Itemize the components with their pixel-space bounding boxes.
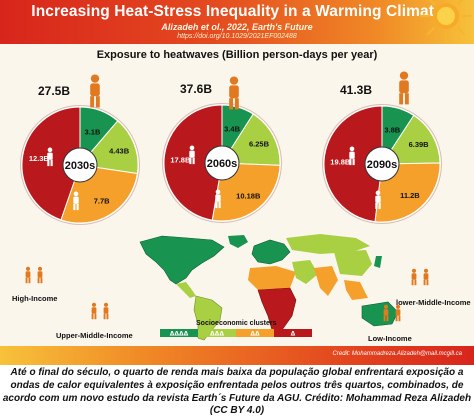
central-america <box>176 282 196 298</box>
pie-value-label: 3.1B <box>85 127 101 136</box>
pie-slice-2090s-upper-middle-income <box>381 114 441 165</box>
infographic-poster: Increasing Heat-Stress Inequality in a W… <box>0 0 474 365</box>
pie-total-label: 27.5B <box>38 84 70 98</box>
pie-rim <box>322 104 442 224</box>
pie-center-disc <box>62 147 98 183</box>
world-map: ᐃᐃᐃᐃ ᐃᐃᐃ ᐃᐃ ᐃ <box>139 234 399 341</box>
pie-rim <box>20 105 140 225</box>
map-legend: ᐃᐃᐃᐃ ᐃᐃᐃ ᐃᐃ ᐃ <box>160 329 312 338</box>
page-title: Increasing Heat-Stress Inequality in a W… <box>31 3 443 20</box>
pie-value-label: 19.8B <box>330 157 351 166</box>
group-label-upper-middle-income: Upper-Middle-Income <box>56 331 133 340</box>
group-person-icon <box>25 266 31 284</box>
australia <box>361 301 399 327</box>
group-person-icon <box>383 304 389 322</box>
low-income-person-icon <box>73 191 79 211</box>
citation: Alizadeh et ol., 2022, Earth's Future <box>161 22 313 32</box>
pie-period-label: 2060s <box>207 158 238 170</box>
group-person-icon <box>91 302 97 320</box>
high-income-person-icon <box>349 146 355 166</box>
greenland <box>228 235 248 248</box>
title-banner: Increasing Heat-Stress Inequality in a W… <box>0 0 474 44</box>
pie-total-label: 37.6B <box>180 82 212 96</box>
group-label-low-income: Low-Income <box>368 334 412 343</box>
north-america <box>139 235 225 285</box>
pie-value-label: 6.39B <box>409 140 430 149</box>
pie-value-label: 4.43B <box>109 146 130 155</box>
pie-value-label: 3.8B <box>384 126 400 135</box>
overheated-person-icon <box>399 71 409 105</box>
russia <box>286 234 370 254</box>
legend-entry-label: ᐃᐃ <box>250 331 260 338</box>
pie-center-disc <box>364 146 400 182</box>
pie-value-label: 17.8B <box>170 155 191 164</box>
high-income-person-icon <box>189 145 195 165</box>
low-income-person-icon <box>215 189 221 209</box>
footer-banner: Credit: Mohammadreza.Alizadeh@mail.mcgil… <box>0 346 474 365</box>
pie-value-label: 10.18B <box>236 191 261 200</box>
people-figures <box>25 71 429 322</box>
north-africa <box>248 266 296 290</box>
pie-value-label: 12.3B <box>29 154 50 163</box>
south-asia <box>314 266 338 296</box>
group-person-icon <box>37 266 43 284</box>
japan <box>374 256 382 268</box>
pie-value-label: 7.7B <box>94 197 110 206</box>
group-label-lower-middle-income: lower-Middle-Income <box>396 298 471 307</box>
legend-entry-label: ᐃ <box>291 331 296 338</box>
china <box>334 250 372 276</box>
group-person-icon <box>395 304 401 322</box>
low-income-person-icon <box>375 190 381 210</box>
pie-total-label: 41.3B <box>340 83 372 97</box>
legend-swatch <box>236 329 274 337</box>
pie-center-disc <box>204 145 240 181</box>
pie-slice-2060s-upper-middle-income <box>221 113 281 166</box>
overheated-person-icon <box>90 74 100 108</box>
pie-value-label: 11.2B <box>400 191 420 200</box>
group-person-icon <box>411 268 417 286</box>
chart-title: Exposure to heatwaves (Billion person-da… <box>96 49 378 61</box>
sun-icon <box>419 0 473 43</box>
middle-east <box>292 260 318 284</box>
legend-swatch <box>198 329 236 337</box>
group-label-high-income: High-Income <box>12 294 58 303</box>
group-person-icon <box>103 302 109 320</box>
group-person-icon <box>423 268 429 286</box>
pie-period-label: 2090s <box>367 159 398 171</box>
pie-period-label: 2030s <box>65 160 96 172</box>
legend-title: Socioeconomic clusters <box>196 320 277 327</box>
overheated-person-icon <box>229 76 239 110</box>
pie-rim <box>162 103 282 223</box>
legend-entry-label: ᐃᐃᐃᐃ <box>170 331 189 338</box>
legend-swatch <box>160 329 198 337</box>
doi-link[interactable]: https://doi.org/10.1029/2021EF002488 <box>177 33 297 40</box>
pie-value-label: 6.25B <box>249 140 270 149</box>
high-income-person-icon <box>47 147 53 167</box>
europe <box>251 239 291 265</box>
credit-text: Credit: Mohammadreza.Alizadeh@mail.mcgil… <box>332 351 462 357</box>
caption-text: Até o final do século, o quarto de renda… <box>2 367 472 417</box>
pie-value-label: 3.4B <box>224 124 240 133</box>
southeast-asia <box>344 280 368 300</box>
continents <box>139 234 399 341</box>
legend-entry-label: ᐃᐃᐃ <box>210 331 224 338</box>
legend-swatch <box>274 329 312 337</box>
